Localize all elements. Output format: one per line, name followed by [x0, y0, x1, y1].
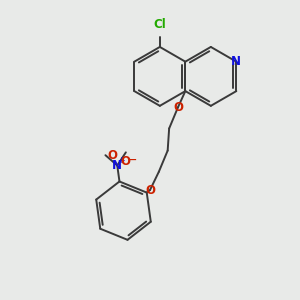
Text: N: N: [231, 55, 241, 68]
Text: −: −: [129, 155, 137, 165]
Text: O: O: [145, 184, 155, 196]
Text: O: O: [173, 101, 183, 114]
Text: O: O: [121, 155, 131, 168]
Text: O: O: [108, 149, 118, 162]
Text: +: +: [118, 156, 126, 165]
Text: Cl: Cl: [154, 18, 166, 31]
Text: N: N: [112, 159, 122, 172]
